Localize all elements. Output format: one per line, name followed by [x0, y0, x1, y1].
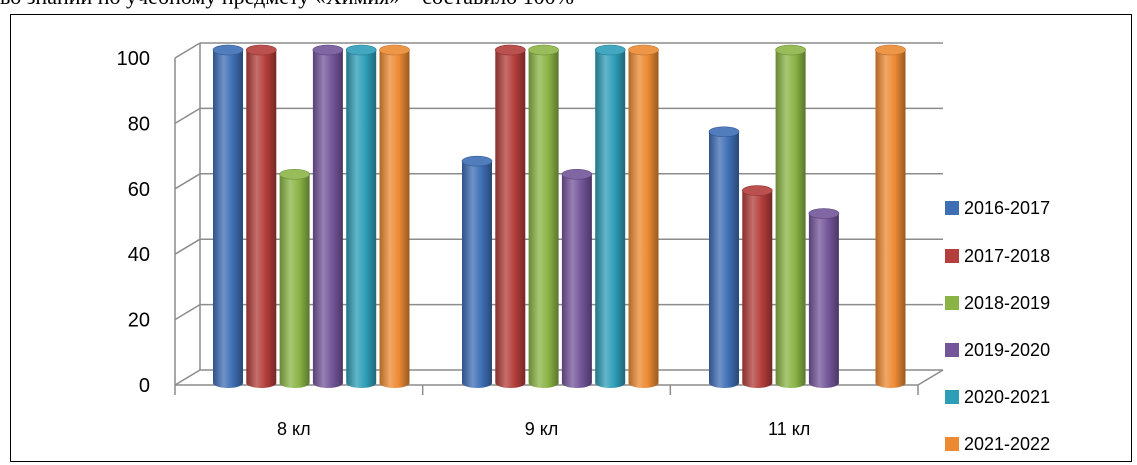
legend-label: 2020-2021: [964, 387, 1050, 407]
gridline-side: [174, 173, 201, 190]
bar-body: [742, 190, 773, 388]
bar: [528, 44, 559, 388]
bar: [741, 185, 773, 388]
y-tick-label: 40: [128, 244, 150, 266]
x-tick-label: 11 кл: [768, 419, 810, 439]
legend-swatch: [945, 343, 959, 357]
bar-body: [628, 50, 659, 388]
gridline-side: [174, 238, 201, 255]
gridline-side: [174, 369, 201, 386]
legend-item: 2016-2017: [945, 198, 1050, 218]
bar-top: [461, 155, 493, 167]
bar-top: [628, 44, 659, 56]
bar: [775, 44, 806, 388]
legend-swatch: [945, 437, 959, 451]
bar-top: [775, 44, 806, 56]
bar-top: [708, 126, 740, 138]
legend-item: 2021-2022: [945, 434, 1050, 454]
legend-item: 2020-2021: [945, 387, 1050, 407]
bar-top: [379, 44, 410, 56]
bar-body: [875, 50, 906, 388]
bar-body: [279, 174, 310, 388]
legend-label: 2021-2022: [964, 434, 1050, 454]
y-tick-label: 100: [117, 48, 150, 70]
bar-top: [741, 185, 773, 196]
y-tick-label: 60: [128, 179, 150, 201]
bar: [312, 44, 344, 388]
bar-body: [808, 213, 839, 388]
bar: [461, 155, 493, 388]
bar: [279, 168, 310, 388]
bar: [561, 168, 593, 388]
legend-label: 2018-2019: [964, 293, 1050, 313]
bar: [875, 44, 906, 388]
legend-swatch: [945, 390, 959, 404]
bar: [594, 44, 626, 388]
y-tick-label: 80: [128, 113, 150, 135]
gridline-side: [174, 107, 201, 125]
legend-label: 2016-2017: [964, 198, 1050, 218]
bar-top: [494, 44, 526, 56]
bar-body: [528, 50, 559, 388]
bar-top: [594, 44, 626, 56]
bars: [212, 44, 906, 388]
bar-body: [775, 50, 806, 388]
legend-label: 2019-2020: [964, 340, 1050, 360]
bar-body: [312, 50, 343, 388]
bar-top: [345, 44, 377, 56]
legend-swatch: [945, 296, 959, 310]
bar-top: [561, 168, 593, 180]
bar-body: [213, 50, 243, 388]
legend-label: 2017-2018: [964, 246, 1050, 266]
legend-item: 2017-2018: [945, 246, 1050, 266]
gridline-side: [174, 303, 201, 321]
bar-body: [246, 50, 277, 388]
x-tick-label: 8 кл: [277, 419, 311, 439]
bar: [628, 44, 659, 388]
bar: [379, 44, 410, 388]
legend-swatch: [945, 249, 959, 263]
bar: [808, 208, 840, 388]
bar-body: [561, 174, 592, 388]
bar: [708, 126, 740, 388]
x-tick-labels: 8 кл 9 кл 11 кл: [277, 419, 810, 439]
bar-top: [808, 208, 840, 219]
bar-body: [495, 50, 526, 388]
bar: [494, 44, 526, 388]
bar-body: [595, 50, 626, 388]
bar-top: [212, 44, 244, 56]
bar-top: [245, 44, 277, 56]
x-tick-label: 9 кл: [525, 419, 559, 439]
legend: 2016-2017 2017-2018 2018-2019 2019-2020 2020…: [945, 198, 1050, 454]
bar-body: [709, 131, 739, 388]
caption-text: во знаний по учебному предмету «Химия» –…: [0, 0, 574, 10]
legend-swatch: [945, 201, 959, 215]
y-tick-label: 0: [139, 375, 150, 397]
bar-top: [875, 44, 906, 56]
floor-right-edge: [917, 369, 944, 386]
bar-top: [312, 44, 344, 56]
bar-body: [379, 50, 410, 388]
bar: [345, 44, 377, 388]
bar: [212, 44, 244, 388]
bar-body: [462, 161, 492, 388]
bar: [245, 44, 277, 388]
legend-item: 2018-2019: [945, 293, 1050, 313]
y-tick-labels: 0 20 40 60 80 100: [117, 48, 150, 397]
gridline-side: [174, 42, 201, 59]
legend-item: 2019-2020: [945, 340, 1050, 360]
bar-top: [279, 168, 310, 180]
y-tick-label: 20: [128, 310, 150, 332]
bar-body: [346, 50, 377, 388]
bar-top: [528, 44, 559, 56]
